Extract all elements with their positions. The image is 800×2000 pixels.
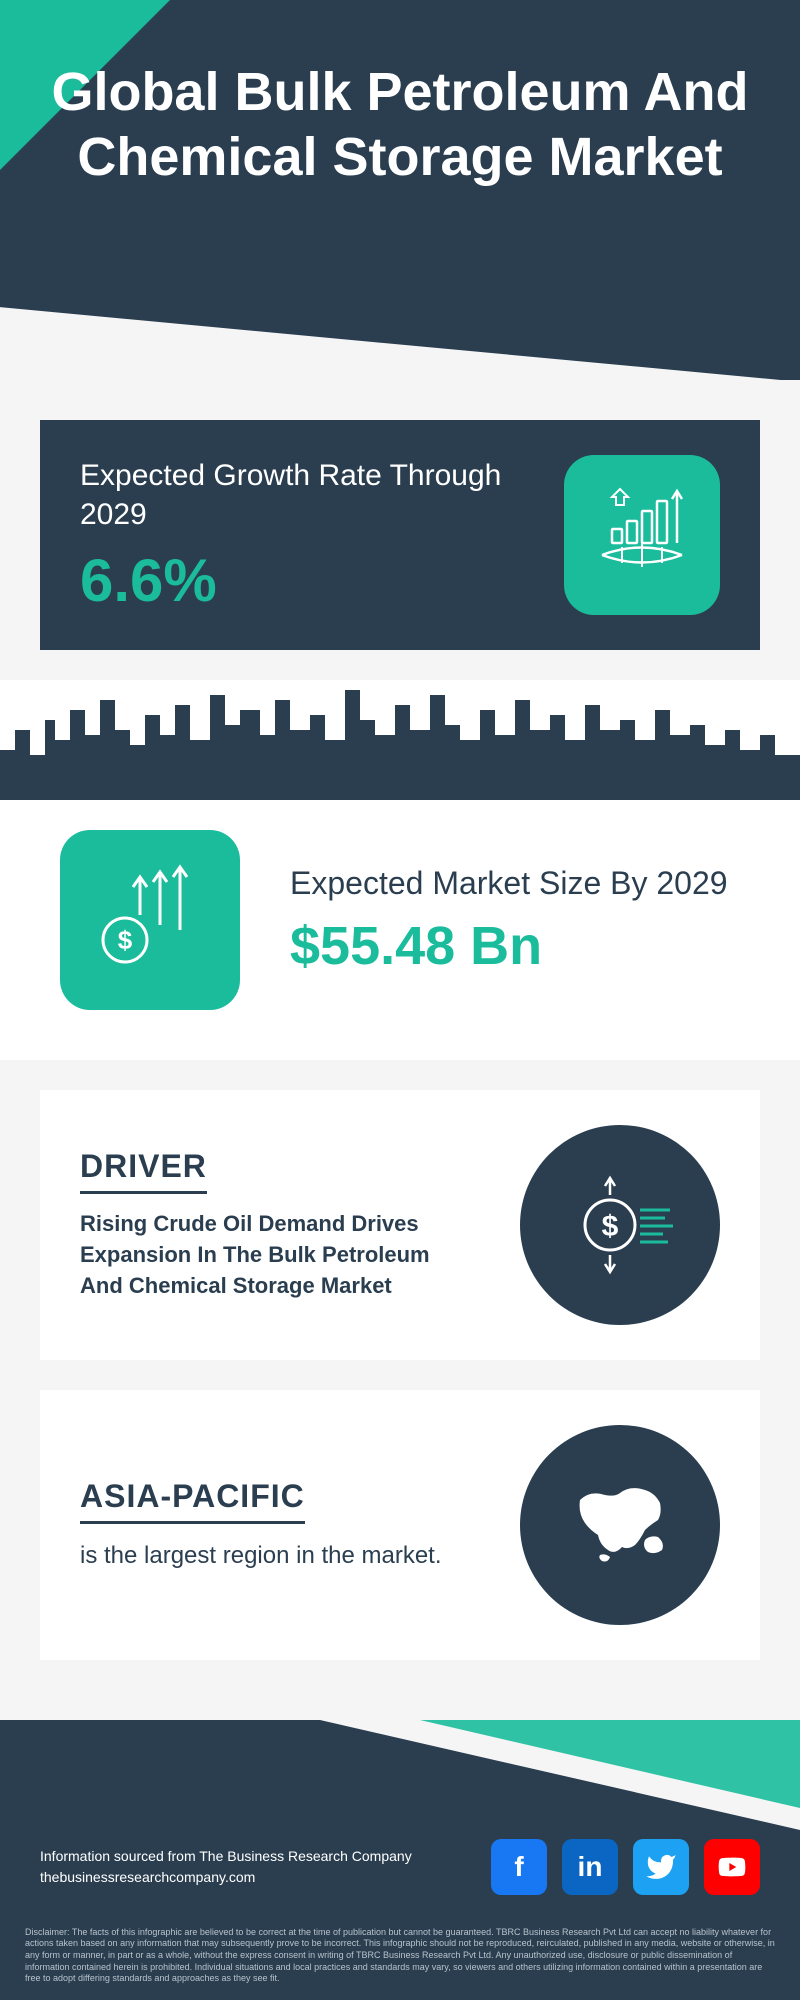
footer-section: Information sourced from The Business Re…	[0, 1720, 800, 2000]
region-description: is the largest region in the market.	[80, 1539, 442, 1573]
skyline-divider	[0, 680, 800, 800]
footer-triangle-accent	[420, 1720, 800, 1808]
footer-content: Information sourced from The Business Re…	[40, 1839, 760, 1895]
source-url: thebusinessresearchcompany.com	[40, 1867, 412, 1888]
header-section: Global Bulk Petroleum And Chemical Stora…	[0, 0, 800, 380]
growth-section: Expected Growth Rate Through 2029 6.6%	[40, 420, 760, 650]
market-growth-icon: $	[60, 830, 240, 1010]
svg-text:$: $	[118, 925, 133, 955]
twitter-icon[interactable]	[633, 1839, 689, 1895]
youtube-icon[interactable]	[704, 1839, 760, 1895]
disclaimer-text: Disclaimer: The facts of this infographi…	[25, 1927, 775, 1985]
market-text: Expected Market Size By 2029 $55.48 Bn	[290, 863, 728, 977]
market-value: $55.48 Bn	[290, 915, 728, 977]
market-label: Expected Market Size By 2029	[290, 863, 728, 905]
growth-label: Expected Growth Rate Through 2029	[80, 456, 564, 534]
growth-value: 6.6%	[80, 546, 564, 615]
page-title: Global Bulk Petroleum And Chemical Stora…	[0, 0, 800, 250]
region-section: ASIA-PACIFIC is the largest region in th…	[40, 1390, 760, 1660]
header-cutout	[0, 307, 800, 382]
driver-section: DRIVER Rising Crude Oil Demand Drives Ex…	[40, 1090, 760, 1360]
driver-text: DRIVER Rising Crude Oil Demand Drives Ex…	[80, 1148, 460, 1301]
market-section: $ Expected Market Size By 2029 $55.48 Bn	[0, 800, 800, 1060]
region-text: ASIA-PACIFIC is the largest region in th…	[80, 1478, 442, 1573]
social-icons: f in	[491, 1839, 760, 1895]
driver-icon: $	[520, 1125, 720, 1325]
facebook-icon[interactable]: f	[491, 1839, 547, 1895]
globe-map-icon	[520, 1425, 720, 1625]
footer-info: Information sourced from The Business Re…	[40, 1846, 412, 1888]
growth-text: Expected Growth Rate Through 2029 6.6%	[80, 456, 564, 615]
driver-heading: DRIVER	[80, 1148, 207, 1194]
region-heading: ASIA-PACIFIC	[80, 1478, 305, 1524]
svg-text:$: $	[602, 1210, 619, 1243]
linkedin-icon[interactable]: in	[562, 1839, 618, 1895]
growth-chart-icon	[564, 455, 720, 615]
source-text: Information sourced from The Business Re…	[40, 1846, 412, 1867]
driver-description: Rising Crude Oil Demand Drives Expansion…	[80, 1209, 460, 1301]
